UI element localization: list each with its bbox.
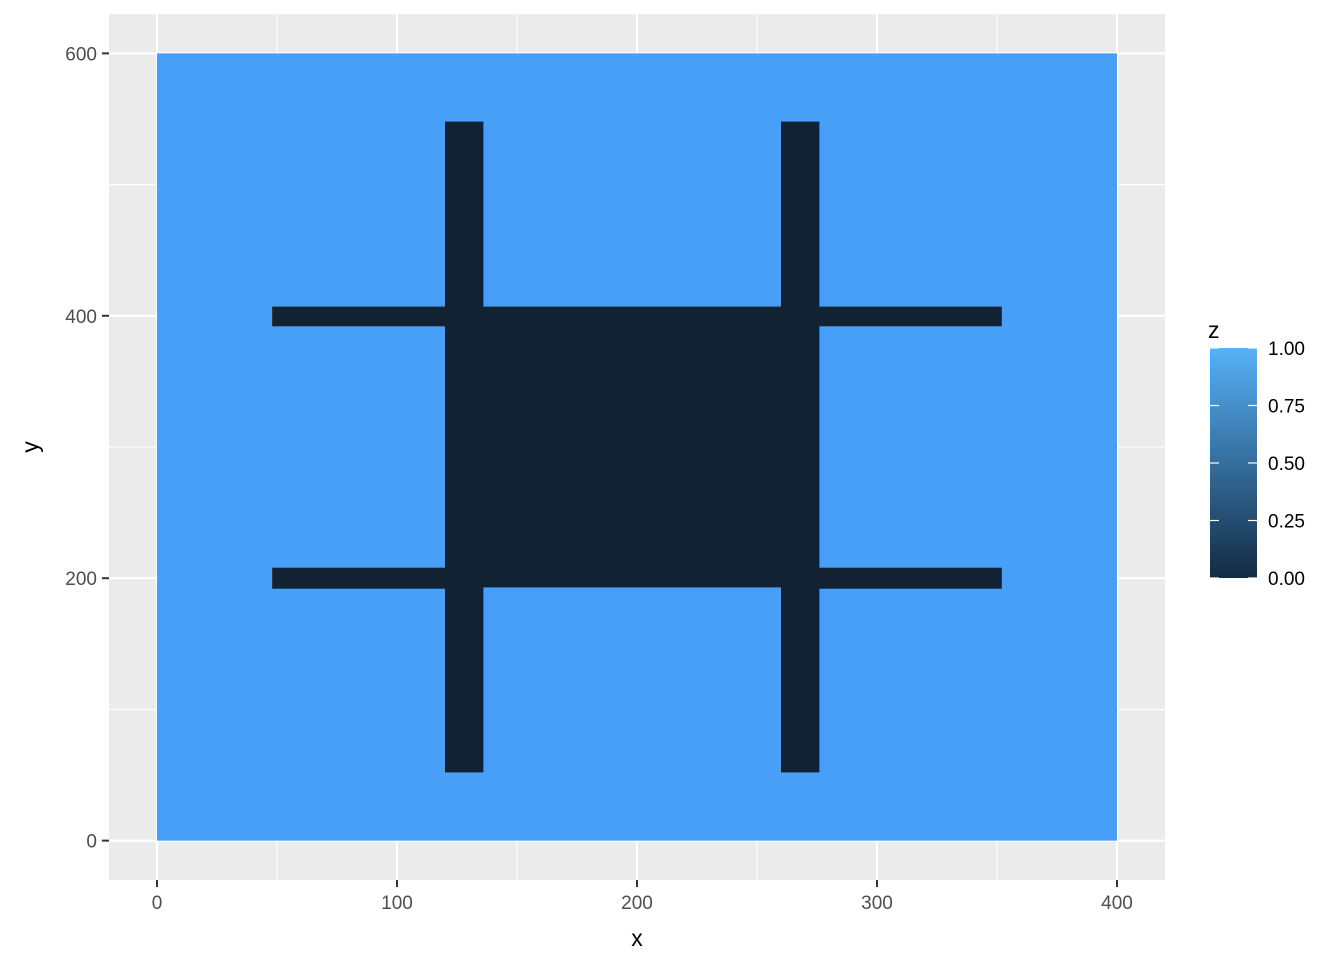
bottom-left-arm — [272, 567, 445, 589]
x-tick-label: 200 — [621, 893, 653, 914]
y-tick-label: 600 — [65, 44, 97, 65]
y-tick-label: 200 — [65, 569, 97, 590]
y-tick-label: 400 — [65, 307, 97, 328]
x-tick-label: 300 — [861, 893, 893, 914]
legend-label: 0.50 — [1268, 454, 1305, 475]
x-tick-label: 0 — [152, 893, 163, 914]
x-axis: 0 100 200 300 400 — [152, 880, 1133, 914]
legend-label: 1.00 — [1268, 339, 1305, 360]
legend-ticks: 0.00 0.25 0.50 0.75 1.00 — [1210, 339, 1305, 590]
top-right-arm — [817, 306, 1002, 327]
left-vertical-bar — [445, 121, 484, 773]
bottom-right-arm — [817, 567, 1002, 589]
top-left-arm — [272, 306, 445, 327]
y-tick-label: 0 — [86, 832, 97, 853]
heatmap-tiles — [157, 53, 1117, 841]
y-axis: 0 200 400 600 — [65, 44, 109, 853]
y-axis-title: y — [17, 441, 43, 453]
x-axis-title: x — [631, 925, 643, 951]
legend-title: z — [1208, 317, 1220, 343]
x-tick-label: 100 — [381, 893, 413, 914]
x-tick-label: 400 — [1101, 893, 1133, 914]
center-block — [445, 306, 817, 588]
legend-label: 0.25 — [1268, 512, 1305, 533]
right-vertical-bar — [781, 121, 820, 773]
legend: z 0.00 0.25 0.50 0.75 1.00 — [1208, 317, 1305, 590]
legend-label: 0.00 — [1268, 569, 1305, 590]
legend-label: 0.75 — [1268, 397, 1305, 418]
